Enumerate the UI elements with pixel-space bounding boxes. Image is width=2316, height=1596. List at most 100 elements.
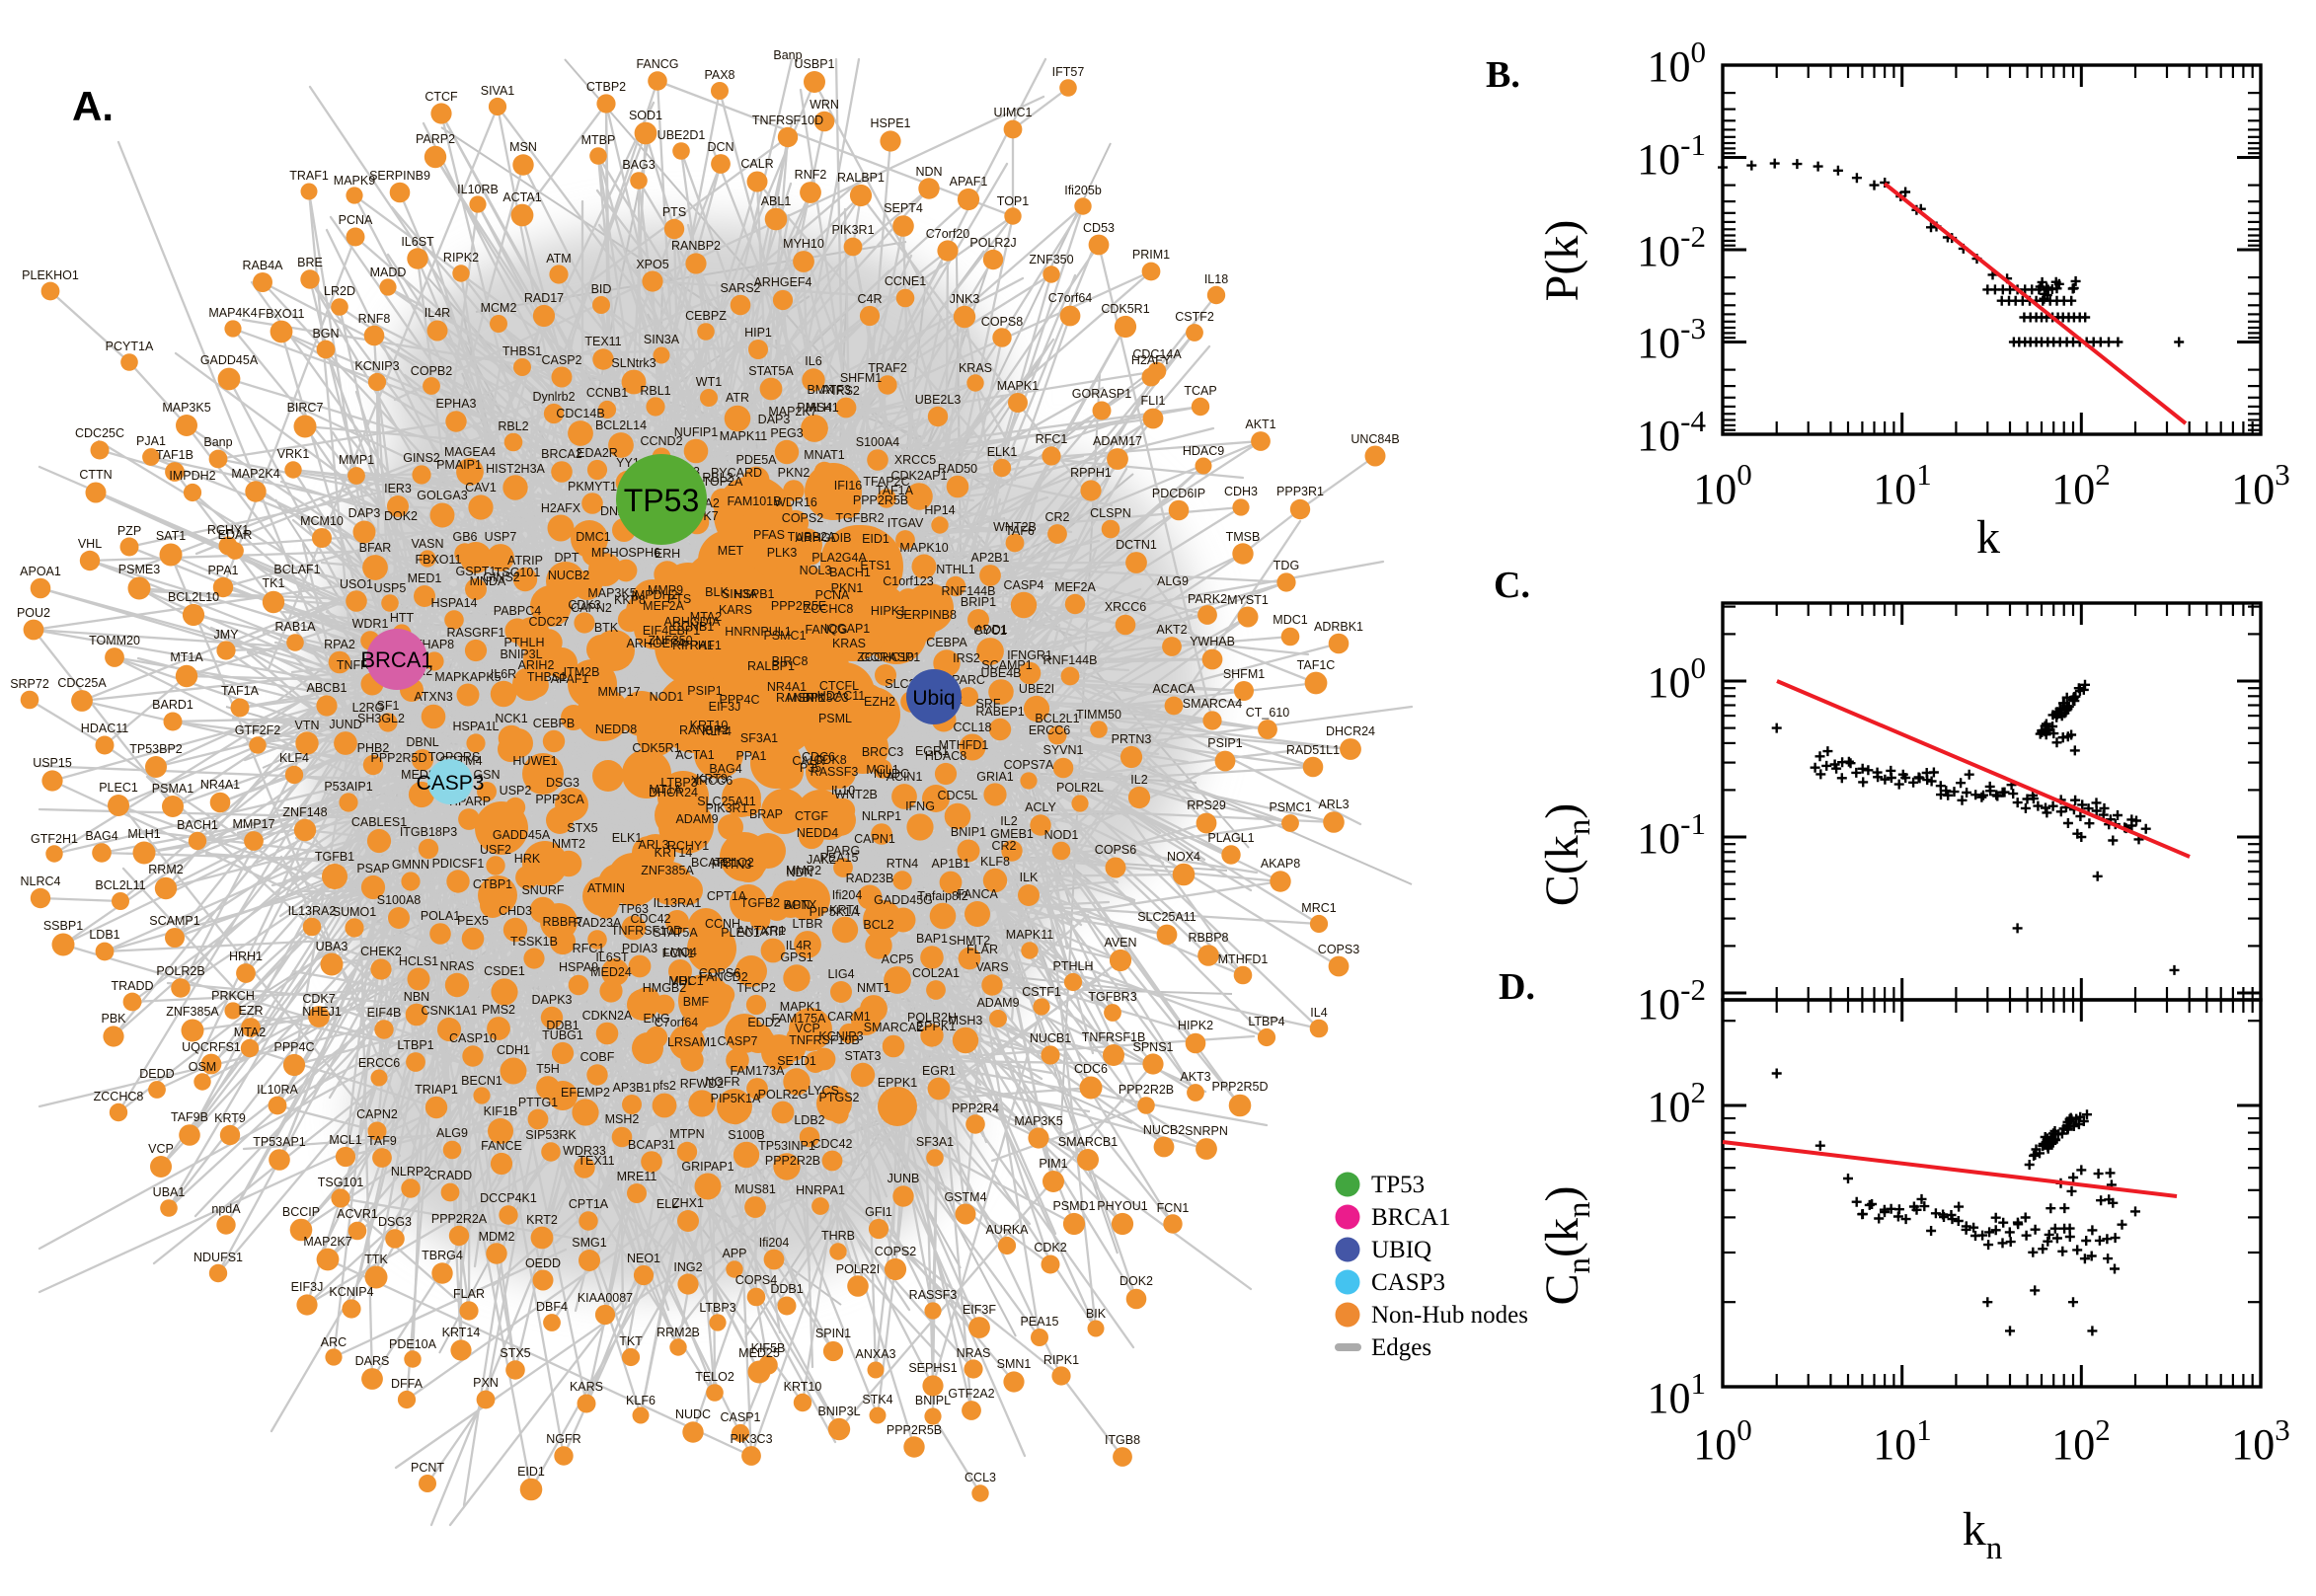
svg-text:PSIP1: PSIP1 xyxy=(687,684,722,698)
svg-text:OSM: OSM xyxy=(189,1060,216,1074)
svg-text:FBXO11: FBXO11 xyxy=(258,307,304,321)
svg-text:NR4A1: NR4A1 xyxy=(767,680,807,694)
svg-text:MEF2A: MEF2A xyxy=(1054,580,1096,594)
svg-text:BNIP3L: BNIP3L xyxy=(500,647,542,661)
svg-text:CPT1A: CPT1A xyxy=(707,889,747,903)
svg-text:XPO5: XPO5 xyxy=(636,258,668,271)
svg-text:IL10RA: IL10RA xyxy=(257,1083,298,1097)
svg-text:CSTF2: CSTF2 xyxy=(1175,310,1214,324)
svg-text:C(kn): C(kn) xyxy=(1536,803,1597,906)
svg-text:HRK: HRK xyxy=(514,852,541,866)
svg-text:KRT9: KRT9 xyxy=(214,1111,246,1125)
svg-text:IL6: IL6 xyxy=(805,354,821,368)
svg-text:PMAIP1: PMAIP1 xyxy=(436,458,482,472)
svg-text:ARC: ARC xyxy=(321,1335,347,1349)
svg-text:RASSF3: RASSF3 xyxy=(909,1288,958,1302)
svg-text:HRH1: HRH1 xyxy=(229,950,263,963)
svg-text:KLF8: KLF8 xyxy=(980,855,1010,869)
svg-text:TEX11: TEX11 xyxy=(578,1154,614,1168)
svg-text:k: k xyxy=(1976,511,2000,564)
svg-text:PEX5: PEX5 xyxy=(457,914,489,928)
svg-text:COPS4: COPS4 xyxy=(735,1273,777,1287)
svg-text:USF2: USF2 xyxy=(480,843,511,857)
svg-text:YWHAB: YWHAB xyxy=(1190,635,1235,648)
svg-text:HIPK1: HIPK1 xyxy=(871,604,906,618)
svg-text:DHCR24: DHCR24 xyxy=(1326,724,1375,738)
svg-text:LDB1: LDB1 xyxy=(89,928,119,942)
svg-text:CSNK1A1: CSNK1A1 xyxy=(422,1004,478,1018)
svg-text:EIF3F: EIF3F xyxy=(963,1303,996,1317)
svg-text:SF3A1: SF3A1 xyxy=(740,731,778,745)
svg-text:POU2: POU2 xyxy=(17,606,50,620)
svg-text:BCL2L11: BCL2L11 xyxy=(95,878,145,892)
svg-text:CPT1A: CPT1A xyxy=(569,1197,609,1211)
svg-text:TP53AP1: TP53AP1 xyxy=(253,1135,306,1149)
svg-text:PIK3R1: PIK3R1 xyxy=(831,223,874,237)
svg-text:THRB: THRB xyxy=(821,1229,855,1243)
svg-text:IL6ST: IL6ST xyxy=(595,950,629,964)
svg-text:KCNIP3: KCNIP3 xyxy=(354,359,399,373)
svg-text:PCNT: PCNT xyxy=(411,1461,444,1475)
svg-text:SNRPN: SNRPN xyxy=(1185,1124,1228,1138)
svg-text:DARS: DARS xyxy=(355,1354,390,1368)
svg-text:AP1B1: AP1B1 xyxy=(932,857,970,871)
svg-text:AKT3: AKT3 xyxy=(1180,1070,1210,1084)
svg-text:CDH3: CDH3 xyxy=(1224,485,1258,498)
svg-text:NCK1: NCK1 xyxy=(495,712,527,725)
svg-text:PRKCH: PRKCH xyxy=(211,989,255,1003)
svg-text:EDAR: EDAR xyxy=(218,528,253,542)
svg-text:TBRG4: TBRG4 xyxy=(422,1249,463,1262)
svg-text:IL2: IL2 xyxy=(1000,814,1017,828)
svg-text:PDICSF1: PDICSF1 xyxy=(432,857,485,871)
svg-text:TSG101: TSG101 xyxy=(318,1176,364,1189)
svg-text:npdA: npdA xyxy=(211,1202,241,1216)
svg-text:NEDD8: NEDD8 xyxy=(595,722,637,736)
svg-text:CHD3: CHD3 xyxy=(499,904,532,918)
svg-text:C4R: C4R xyxy=(857,292,882,306)
svg-text:ZNF350: ZNF350 xyxy=(1029,253,1073,266)
svg-text:EIF3J: EIF3J xyxy=(291,1280,324,1294)
svg-text:TAF1A: TAF1A xyxy=(221,684,260,698)
svg-text:NEDD4: NEDD4 xyxy=(797,826,838,840)
svg-text:PEA15: PEA15 xyxy=(820,851,859,865)
svg-text:PIP5K1A: PIP5K1A xyxy=(711,1092,761,1105)
svg-text:APOA1: APOA1 xyxy=(20,565,61,578)
svg-text:TGFB1: TGFB1 xyxy=(315,850,354,864)
svg-text:ACP5: ACP5 xyxy=(882,952,914,966)
svg-text:ZCCHC8: ZCCHC8 xyxy=(804,602,854,616)
svg-text:BARD1: BARD1 xyxy=(152,698,193,712)
svg-text:UBE2I: UBE2I xyxy=(1019,682,1054,696)
svg-text:SEPT4: SEPT4 xyxy=(884,201,923,215)
svg-text:HSPE1: HSPE1 xyxy=(871,116,911,130)
svg-text:IL4R: IL4R xyxy=(425,306,450,320)
svg-text:TK1: TK1 xyxy=(263,576,285,590)
svg-text:BAG4: BAG4 xyxy=(709,762,741,776)
svg-text:MPHOSPH6: MPHOSPH6 xyxy=(591,546,660,560)
svg-text:Non-Hub nodes: Non-Hub nodes xyxy=(1371,1302,1528,1329)
svg-text:GSTM4: GSTM4 xyxy=(944,1190,986,1204)
svg-text:KARS: KARS xyxy=(719,603,752,617)
svg-text:LYCS: LYCS xyxy=(808,1084,839,1098)
svg-text:TDG: TDG xyxy=(1274,559,1299,572)
svg-text:KRT14: KRT14 xyxy=(442,1326,481,1339)
svg-text:PLK3: PLK3 xyxy=(767,546,798,560)
svg-text:TGFBR2: TGFBR2 xyxy=(835,511,884,525)
svg-text:DCCP4K1: DCCP4K1 xyxy=(480,1191,537,1205)
svg-text:KLF4: KLF4 xyxy=(279,751,309,765)
svg-text:TEX11: TEX11 xyxy=(584,335,621,348)
svg-text:CHEK2: CHEK2 xyxy=(360,945,402,958)
svg-text:COPS6: COPS6 xyxy=(1095,843,1136,857)
svg-text:CDC42: CDC42 xyxy=(631,912,671,926)
svg-text:IMPDH2: IMPDH2 xyxy=(169,469,215,483)
svg-text:PCNA: PCNA xyxy=(339,213,373,227)
svg-text:BCL2: BCL2 xyxy=(863,918,893,932)
svg-text:FLI1: FLI1 xyxy=(1140,394,1165,408)
svg-text:SEPHS1: SEPHS1 xyxy=(908,1361,957,1375)
svg-text:ACACA: ACACA xyxy=(1152,682,1196,696)
svg-text:KRT2: KRT2 xyxy=(526,1213,558,1227)
svg-text:POLR2L: POLR2L xyxy=(1056,781,1104,795)
svg-text:PIK3C3: PIK3C3 xyxy=(730,1432,772,1446)
svg-text:SIP53RK: SIP53RK xyxy=(525,1128,577,1142)
svg-text:MAPK1: MAPK1 xyxy=(780,1000,821,1014)
svg-text:SERPINB9: SERPINB9 xyxy=(369,169,430,183)
